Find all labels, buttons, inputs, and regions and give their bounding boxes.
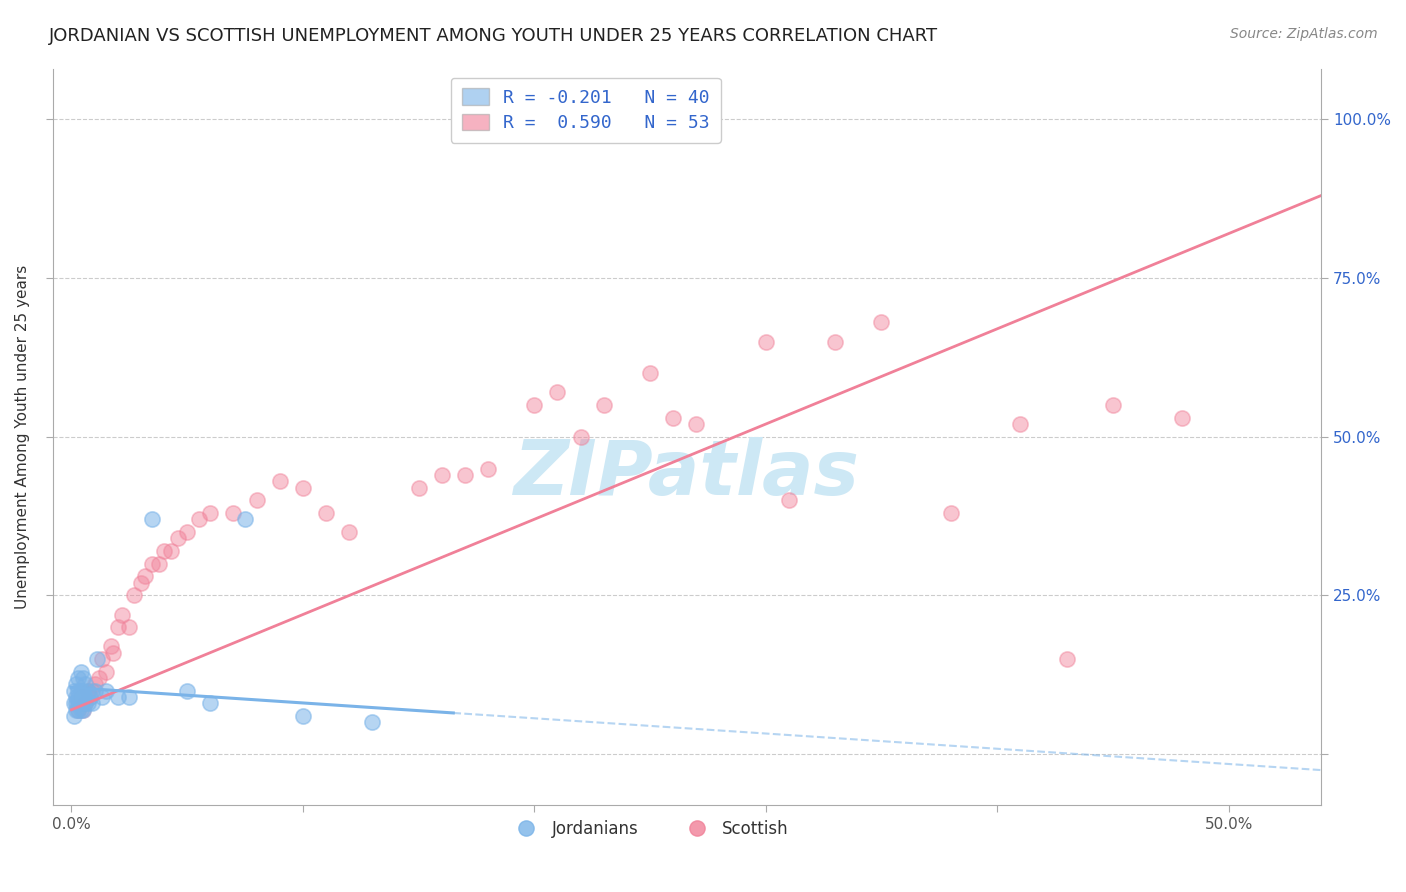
Point xyxy=(72,683,94,698)
Point xyxy=(101,646,124,660)
Point xyxy=(176,524,198,539)
Point xyxy=(89,671,111,685)
Point xyxy=(76,683,98,698)
Point xyxy=(141,557,163,571)
Point xyxy=(67,703,90,717)
Point xyxy=(454,467,477,482)
Point xyxy=(72,671,94,685)
Y-axis label: Unemployment Among Youth under 25 years: Unemployment Among Youth under 25 years xyxy=(15,265,30,609)
Point xyxy=(160,544,183,558)
Point xyxy=(90,652,112,666)
Point xyxy=(82,697,104,711)
Point xyxy=(141,512,163,526)
Point xyxy=(75,697,97,711)
Point xyxy=(118,620,141,634)
Point xyxy=(546,385,568,400)
Point xyxy=(245,493,267,508)
Point xyxy=(662,410,685,425)
Text: JORDANIAN VS SCOTTISH UNEMPLOYMENT AMONG YOUTH UNDER 25 YEARS CORRELATION CHART: JORDANIAN VS SCOTTISH UNEMPLOYMENT AMONG… xyxy=(49,27,938,45)
Point xyxy=(75,677,97,691)
Point xyxy=(939,506,962,520)
Point xyxy=(111,607,134,622)
Point xyxy=(100,640,122,654)
Point xyxy=(167,532,190,546)
Point xyxy=(62,709,84,723)
Point xyxy=(65,703,87,717)
Point xyxy=(523,398,546,412)
Point xyxy=(79,690,101,704)
Point xyxy=(134,569,156,583)
Point xyxy=(67,683,90,698)
Point xyxy=(291,709,314,723)
Point xyxy=(67,690,90,704)
Point xyxy=(69,665,91,679)
Point xyxy=(685,417,707,431)
Point xyxy=(122,589,145,603)
Point xyxy=(94,683,117,698)
Point xyxy=(118,690,141,704)
Point xyxy=(315,506,337,520)
Point xyxy=(107,620,129,634)
Point xyxy=(69,697,91,711)
Point xyxy=(129,575,152,590)
Point xyxy=(62,697,84,711)
Point xyxy=(222,506,245,520)
Point xyxy=(65,697,87,711)
Point xyxy=(72,703,94,717)
Point xyxy=(67,703,90,717)
Point xyxy=(592,398,614,412)
Point xyxy=(75,690,97,704)
Point xyxy=(153,544,176,558)
Point xyxy=(408,481,430,495)
Point xyxy=(94,665,117,679)
Point xyxy=(107,690,129,704)
Point xyxy=(69,690,91,704)
Point xyxy=(291,481,314,495)
Point xyxy=(69,683,91,698)
Point xyxy=(1171,410,1194,425)
Point xyxy=(1102,398,1125,412)
Point xyxy=(69,690,91,704)
Point xyxy=(65,677,87,691)
Point xyxy=(83,677,105,691)
Point xyxy=(82,683,104,698)
Point xyxy=(72,703,94,717)
Point xyxy=(67,697,90,711)
Point xyxy=(90,690,112,704)
Point xyxy=(176,683,198,698)
Point xyxy=(200,697,222,711)
Point xyxy=(76,683,98,698)
Point xyxy=(79,690,101,704)
Point xyxy=(361,715,384,730)
Point xyxy=(269,474,291,488)
Point xyxy=(187,512,209,526)
Point xyxy=(824,334,846,349)
Point xyxy=(69,703,91,717)
Point xyxy=(75,697,97,711)
Point xyxy=(1010,417,1032,431)
Point xyxy=(430,467,453,482)
Point xyxy=(200,506,222,520)
Point xyxy=(65,690,87,704)
Point xyxy=(72,690,94,704)
Point xyxy=(86,652,108,666)
Point xyxy=(778,493,800,508)
Point xyxy=(477,461,499,475)
Point xyxy=(67,671,90,685)
Point xyxy=(870,316,893,330)
Point xyxy=(148,557,170,571)
Point xyxy=(233,512,256,526)
Point xyxy=(337,524,360,539)
Text: ZIPatlas: ZIPatlas xyxy=(515,436,860,510)
Legend: Jordanians, Scottish: Jordanians, Scottish xyxy=(503,814,794,845)
Text: Source: ZipAtlas.com: Source: ZipAtlas.com xyxy=(1230,27,1378,41)
Point xyxy=(1056,652,1078,666)
Point xyxy=(755,334,778,349)
Point xyxy=(638,366,661,380)
Point xyxy=(62,683,84,698)
Point xyxy=(76,697,98,711)
Point xyxy=(83,683,105,698)
Point xyxy=(569,430,592,444)
